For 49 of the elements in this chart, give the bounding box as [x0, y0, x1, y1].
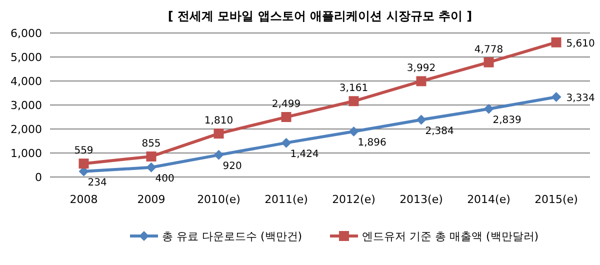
data-label: 3,334	[566, 92, 595, 104]
legend-label: 엔드유저 기준 총 매출액 (백만달러)	[362, 230, 539, 243]
point	[348, 126, 359, 136]
point	[416, 76, 426, 86]
point	[146, 162, 156, 172]
data-label: 400	[155, 173, 174, 184]
data-label: 1,424	[290, 148, 319, 160]
x-tick-label: 2008	[70, 193, 98, 206]
point	[348, 96, 359, 106]
point	[214, 150, 224, 160]
data-label: 4,778	[474, 44, 504, 56]
data-label: 3,161	[339, 83, 368, 94]
data-label: 1,896	[358, 137, 386, 148]
point	[484, 57, 494, 68]
point	[281, 138, 292, 148]
x-tick-label: 2010(e)	[197, 193, 240, 206]
point	[78, 158, 89, 169]
data-label: 559	[74, 146, 94, 157]
y-tick-label: 4,000	[10, 75, 42, 88]
y-tick-label: 1,000	[10, 147, 42, 160]
point	[214, 128, 224, 139]
y-tick-label: 2,000	[10, 123, 42, 136]
y-tick-label: 6,000	[10, 27, 42, 40]
data-label: 234	[88, 177, 107, 188]
legend-label: 총 유료 다운로드수 (백만건)	[162, 230, 302, 243]
point	[551, 37, 562, 48]
x-tick-label: 2014(e)	[467, 193, 510, 206]
point	[551, 92, 562, 102]
data-label: 2,384	[425, 126, 454, 137]
x-tick-label: 2015(e)	[534, 193, 578, 206]
x-tick-label: 2012(e)	[332, 193, 376, 206]
x-tick-label: 2009	[137, 193, 166, 206]
chart-title: [ 전세계 모바일 앱스토어 애플리케이션 시장규모 추이 ]	[168, 9, 472, 23]
x-tick-label: 2013(e)	[400, 193, 443, 206]
y-tick-label: 5,000	[10, 51, 42, 64]
data-label: 2,839	[492, 114, 522, 126]
y-tick-label: 0	[35, 171, 42, 184]
point	[146, 151, 156, 162]
data-label: 1,810	[204, 116, 234, 127]
data-label: 2,499	[272, 99, 301, 110]
point	[484, 104, 494, 114]
data-label: 920	[222, 160, 242, 172]
y-tick-label: 3,000	[10, 99, 42, 112]
data-label: 855	[142, 138, 161, 150]
point	[416, 114, 426, 125]
data-label: 5,610	[566, 38, 595, 50]
x-tick-label: 2011(e)	[264, 193, 308, 206]
point	[281, 112, 292, 122]
data-label: 3,992	[406, 63, 436, 74]
